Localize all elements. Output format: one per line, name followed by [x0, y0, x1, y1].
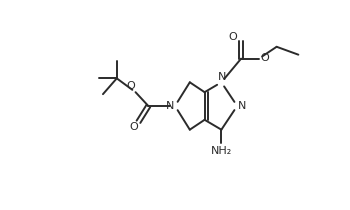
- Text: N: N: [166, 101, 174, 111]
- Text: NH₂: NH₂: [211, 146, 232, 156]
- Text: O: O: [260, 53, 269, 63]
- Text: O: O: [229, 32, 238, 42]
- Text: N: N: [218, 72, 226, 82]
- Text: N: N: [238, 101, 246, 111]
- Text: O: O: [129, 122, 138, 132]
- Text: O: O: [126, 81, 135, 91]
